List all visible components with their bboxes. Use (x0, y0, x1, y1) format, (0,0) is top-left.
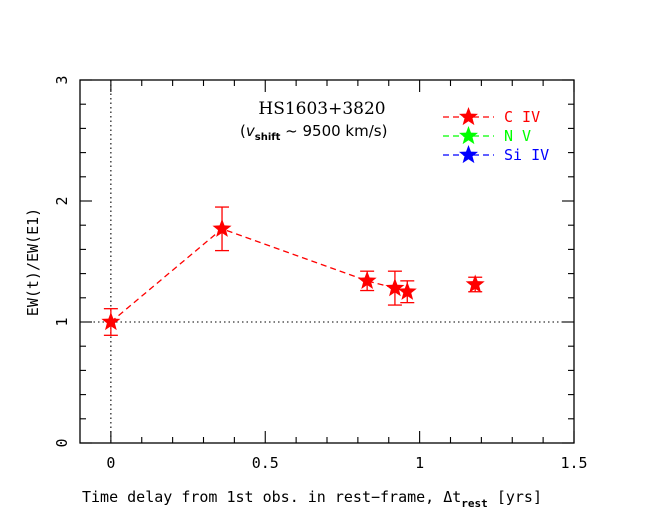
series-group (101, 206, 417, 336)
x-axis-label-main: Time delay from 1st obs. in rest−frame, … (82, 488, 461, 506)
subtitle-v: v (246, 122, 256, 140)
y-axis-label: EW(t)/EW(E1) (24, 208, 42, 316)
x-axis-label: Time delay from 1st obs. in rest−frame, … (82, 488, 542, 510)
x-axis-label-tail: [yrs] (488, 488, 542, 506)
data-point-star (465, 274, 485, 293)
x-axis-label-sub: rest (461, 497, 488, 510)
reference-lines (80, 80, 574, 443)
legend-star (458, 145, 479, 164)
legend: C IVN VSi IV (443, 107, 549, 164)
legend-label: Si IV (504, 146, 549, 164)
legend-label: C IV (504, 108, 540, 126)
data-point-star (357, 270, 377, 289)
data-point-star (101, 312, 121, 331)
subtitle-open: ( (240, 122, 246, 140)
subtitle-rest: ~ 9500 km/s) (280, 122, 387, 140)
y-tick-label: 3 (53, 75, 71, 84)
x-tick-label: 1 (415, 454, 424, 472)
data-point-star (212, 218, 232, 237)
data-series (101, 206, 485, 336)
subtitle-sub: shift (255, 132, 281, 143)
series-group (465, 274, 485, 293)
x-tick-label: 0 (106, 454, 115, 472)
x-tick-label: 1.5 (560, 454, 587, 472)
data-point-star (385, 278, 405, 297)
series-line (110, 228, 408, 323)
chart-title: HS1603+3820 (258, 99, 385, 119)
data-point-star (397, 281, 417, 300)
legend-star (458, 126, 479, 145)
x-tick-label: 0.5 (252, 454, 279, 472)
legend-star (458, 107, 479, 126)
legend-label: N V (504, 127, 531, 145)
axis-ticks: 0 0.5 1 1.5 0 1 2 3 (53, 75, 588, 472)
y-tick-label: 1 (53, 317, 71, 326)
y-tick-label: 0 (53, 438, 71, 447)
y-tick-label: 2 (53, 196, 71, 205)
chart-subtitle: (vshift ~ 9500 km/s) (240, 122, 387, 143)
